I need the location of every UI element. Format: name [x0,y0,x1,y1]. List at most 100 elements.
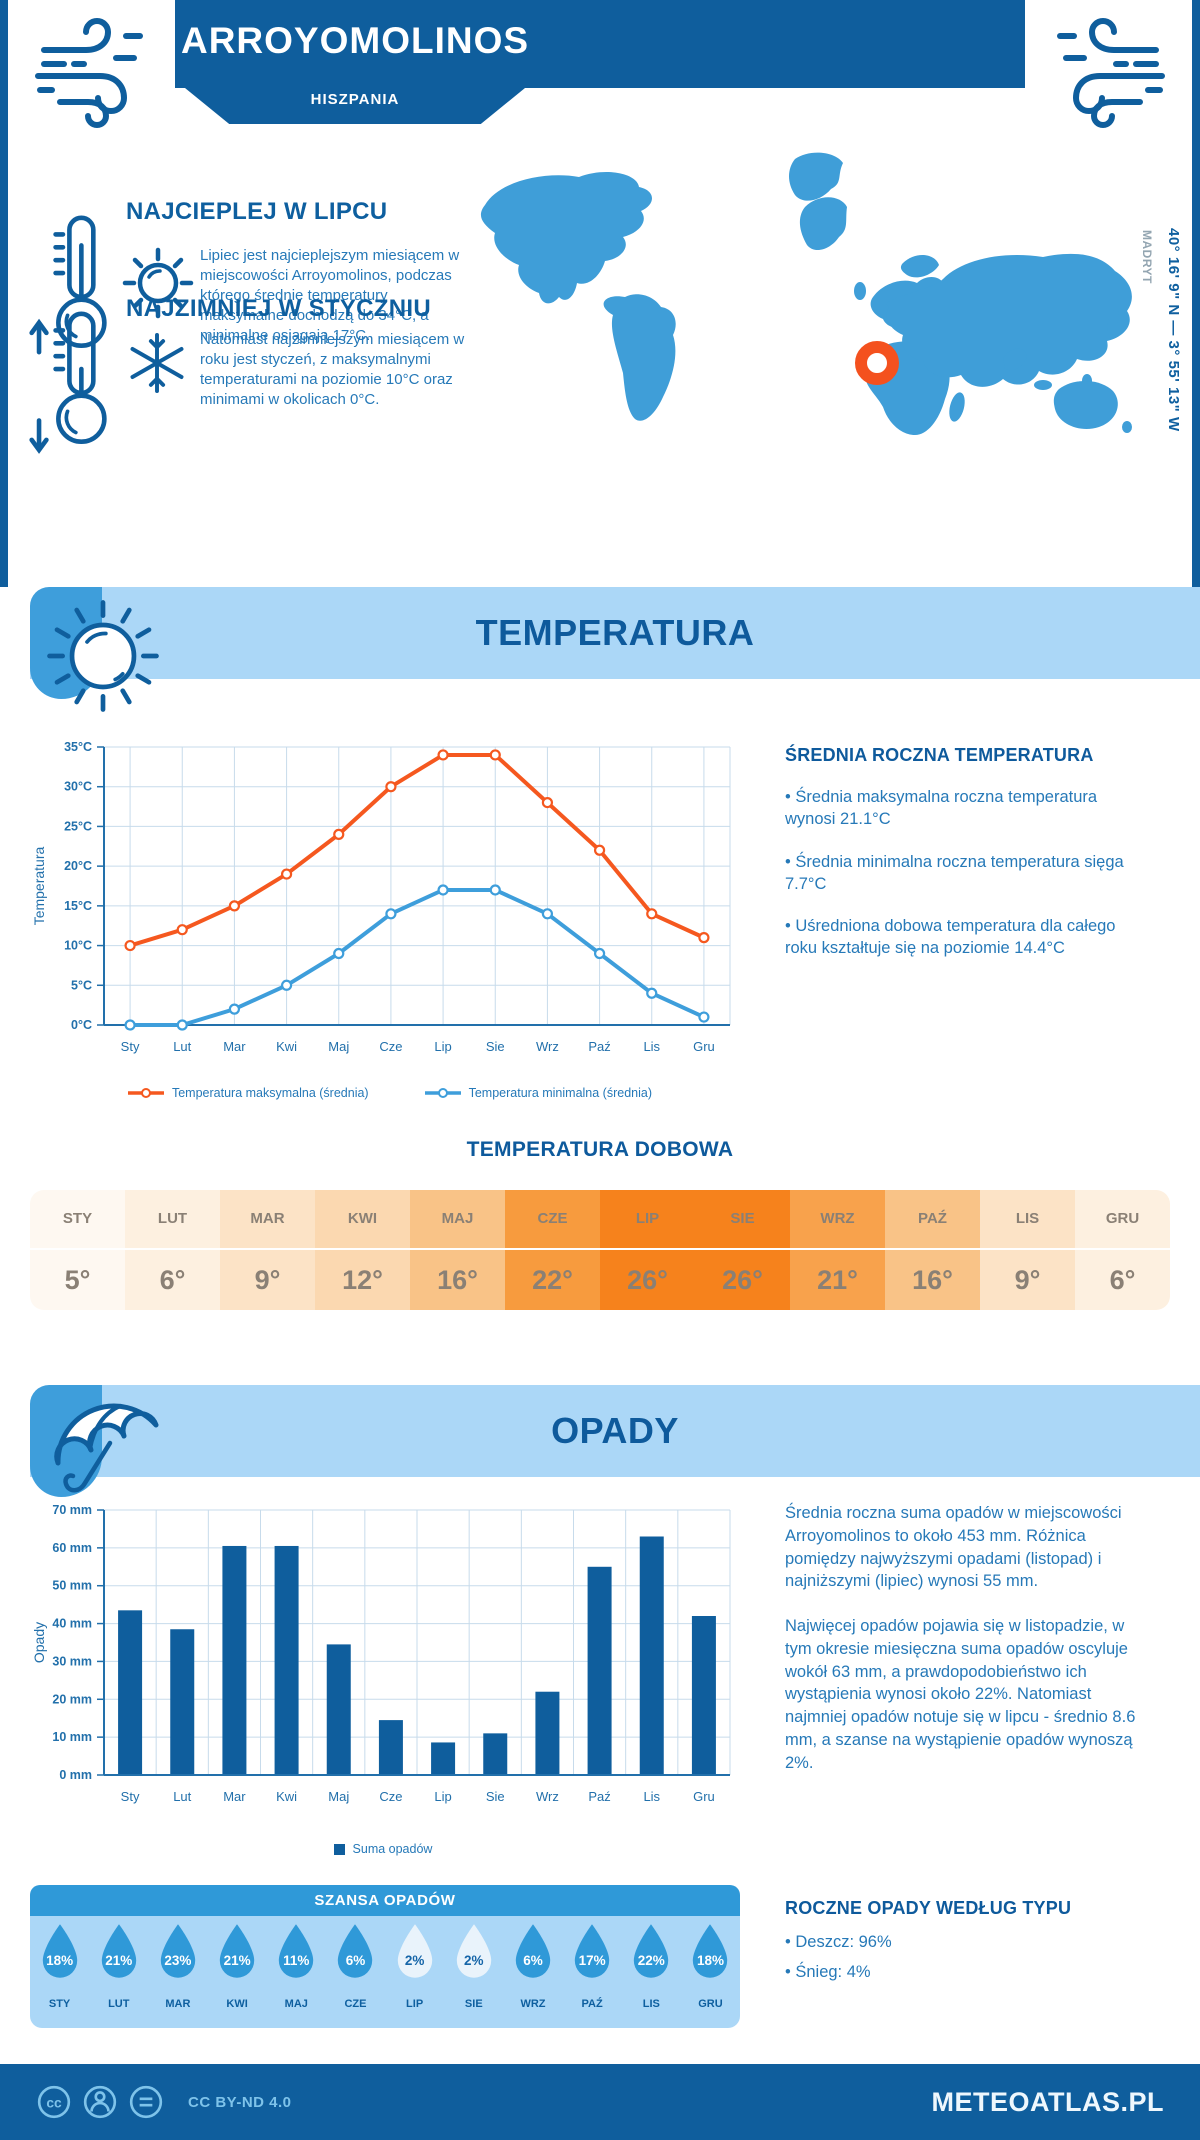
data-point [385,781,397,793]
daily-temp-month-cell: SIE [695,1190,790,1248]
precipitation-bar [587,1566,612,1775]
x-axis-month-label: Cze [379,1039,402,1054]
precipitation-bar [483,1733,508,1775]
droplet-percent: 6% [345,1953,366,1968]
precipitation-bar [639,1536,664,1775]
daily-temp-value-cell: 26° [600,1250,695,1310]
x-axis-month-label: Sie [486,1039,505,1054]
daily-temp-value-cell: 21° [790,1250,885,1310]
daily-temp-value-cell: 5° [30,1250,125,1310]
y-axis-tick-label: 15°C [64,899,92,913]
left-edge-stripe [0,0,8,587]
person-icon [83,2085,117,2119]
precipitation-bar [691,1616,716,1775]
daily-temp-value-row: 5° 6° 9° 12° 16° 22° 26° 26° 21° 16° 9° 6° [30,1250,1170,1310]
svg-text:cc: cc [46,2095,62,2110]
daily-temp-month-cell: LIP [600,1190,695,1248]
y-axis-tick-label: 70 mm [52,1503,92,1517]
droplet-month-label: GRU [698,1998,723,2010]
legend-item: Temperatura minimalna (średnia) [424,1086,652,1100]
y-axis-tick-label: 35°C [64,740,92,754]
precipitation-text-block: Średnia roczna suma opadów w miejscowośc… [785,1480,1137,1774]
y-axis-tick-label: 0 mm [59,1768,92,1782]
data-point [541,908,554,920]
droplet-month-label: LUT [108,1998,130,2010]
precip-type-bullet: • Śnieg: 4% [785,1963,871,1982]
cold-section-text: Natomiast najzimniejszym miesiącem w rok… [200,331,465,409]
droplet-icon [693,1924,728,1978]
data-point [385,908,397,920]
droplet-percent: 22% [637,1953,665,1968]
coordinates-label: 40° 16' 9" N — 3° 55' 13" W [1165,228,1182,432]
footer-bar: cc CC BY-ND 4.0 METEOATLAS.PL [0,2064,1200,2140]
y-axis-tick-label: 10°C [64,939,92,953]
daily-temp-month-cell: CZE [505,1190,600,1248]
daily-temp-month-cell: LIS [980,1190,1075,1248]
y-axis-tick-label: 30 mm [52,1654,92,1668]
droplet-percent: 18% [696,1953,724,1968]
droplet-slot: 17% PAŹ [563,1916,622,2028]
data-point [646,987,658,999]
precip-paragraph-1: Średnia roczna suma opadów w miejscowośc… [785,1504,1122,1591]
data-point [333,947,345,960]
x-axis-month-label: Lut [173,1789,191,1804]
x-axis-month-label: Gru [693,1789,715,1804]
x-axis-month-label: Lis [643,1039,660,1054]
y-axis-tick-label: 40 mm [52,1617,92,1631]
daily-temp-value-cell: 9° [980,1250,1075,1310]
precipitation-bar [378,1720,403,1775]
droplet-slot: 6% CZE [326,1916,385,2028]
annual-temp-heading: ŚREDNIA ROCZNA TEMPERATURA [785,745,1094,765]
legend-item: Temperatura maksymalna (średnia) [127,1086,369,1100]
legend-swatch [333,1843,345,1855]
license-label: CC BY-ND 4.0 [188,2093,292,2111]
data-point [489,749,501,761]
data-point [437,749,449,761]
x-axis-month-label: Kwi [276,1039,297,1054]
droplet-percent: 11% [283,1953,310,1968]
snowflake-icon [130,333,184,393]
droplet-percent: 2% [404,1953,425,1968]
data-point [124,939,136,952]
legend-label: Temperatura maksymalna (średnia) [171,1086,369,1100]
daily-temp-value-cell: 26° [695,1250,790,1310]
data-point [646,908,658,920]
droplet-month-label: LIP [406,1998,424,2010]
daily-temp-month-cell: KWI [315,1190,410,1248]
legend-label: Suma opadów [352,1842,433,1856]
droplet-percent: 2% [464,1953,484,1968]
data-point [333,828,345,840]
x-axis-month-label: Sty [121,1039,140,1054]
wind-icon-left [35,18,143,128]
precipitation-bar [535,1691,560,1775]
x-axis-month-label: Cze [379,1789,402,1804]
data-point [541,796,554,809]
location-marker [855,341,899,385]
droplet-percent: 6% [523,1953,543,1968]
data-point [437,884,449,896]
droplet-icon [101,1924,136,1978]
sun-banner-icon [47,600,159,712]
droplet-month-label: KWI [226,1998,248,2010]
data-point [124,1019,136,1031]
legend-swatch [424,1088,461,1098]
precip-type-block: ROCZNE OPADY WEDŁUG TYPU • Deszcz: 96% •… [785,1898,1185,1984]
warm-section-text: Lipiec jest najcieplejszym miesiącem w m… [200,247,460,345]
precip-paragraph-2: Najwięcej opadów pojawia się w listopadz… [785,1617,1136,1772]
droplet-slot: 21% KWI [208,1916,267,2028]
droplet-percent: 21% [223,1953,251,1968]
daily-temp-month-cell: GRU [1075,1190,1170,1248]
daily-temp-month-cell: STY [30,1190,125,1248]
droplet-month-label: MAR [165,1998,191,2010]
daily-temp-month-cell: PAŹ [885,1190,980,1248]
x-axis-month-label: Sie [486,1789,505,1804]
droplet-slot: 2% SIE [444,1916,503,2028]
precipitation-bar [431,1742,456,1775]
droplet-icon [515,1924,551,1978]
cc-icon: cc [37,2085,71,2119]
droplet-percent: 21% [105,1953,133,1968]
sun-icon [122,247,194,319]
precipitation-bar [274,1545,299,1775]
droplet-month-label: MAJ [284,1998,308,2010]
y-axis-tick-label: 30°C [64,780,92,794]
